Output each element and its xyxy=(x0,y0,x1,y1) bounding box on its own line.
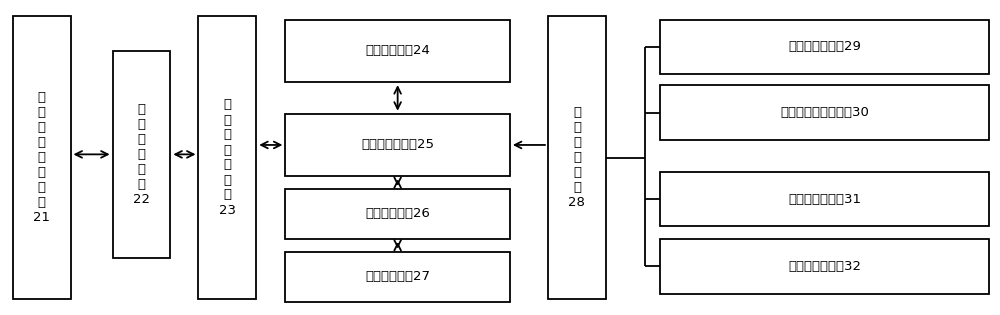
Text: 拉线位移传感器模块30: 拉线位移传感器模块30 xyxy=(780,106,869,119)
Text: 伺
服
电
缸
驱
动
模
块
21: 伺 服 电 缸 驱 动 模 块 21 xyxy=(33,91,50,224)
Bar xyxy=(660,239,989,294)
Text: 主控计算机模块25: 主控计算机模块25 xyxy=(361,139,434,152)
Text: 数据存储模块27: 数据存储模块27 xyxy=(365,270,430,283)
Text: 位移传感器模块31: 位移传感器模块31 xyxy=(788,192,861,206)
Text: 数
据
采
集
模
块
28: 数 据 采 集 模 块 28 xyxy=(568,106,585,209)
Bar xyxy=(660,20,989,74)
Text: 运
动
控
制
卡
模
块
23: 运 动 控 制 卡 模 块 23 xyxy=(219,99,236,216)
Text: 压力传感器模块29: 压力传感器模块29 xyxy=(788,40,861,54)
Bar xyxy=(285,252,510,302)
Bar xyxy=(660,85,989,140)
Bar xyxy=(113,51,170,258)
Bar xyxy=(285,114,510,176)
Bar xyxy=(198,16,256,299)
Text: 信
号
放
大
模
块
22: 信 号 放 大 模 块 22 xyxy=(133,103,150,206)
Text: 数据处理模块26: 数据处理模块26 xyxy=(365,208,430,220)
Bar xyxy=(13,16,71,299)
Text: 报警监测模块24: 报警监测模块24 xyxy=(365,44,430,57)
Bar xyxy=(285,189,510,239)
Text: 液压传感器模块32: 液压传感器模块32 xyxy=(788,260,861,273)
Bar xyxy=(548,16,606,299)
Bar xyxy=(660,172,989,226)
Bar xyxy=(285,20,510,82)
